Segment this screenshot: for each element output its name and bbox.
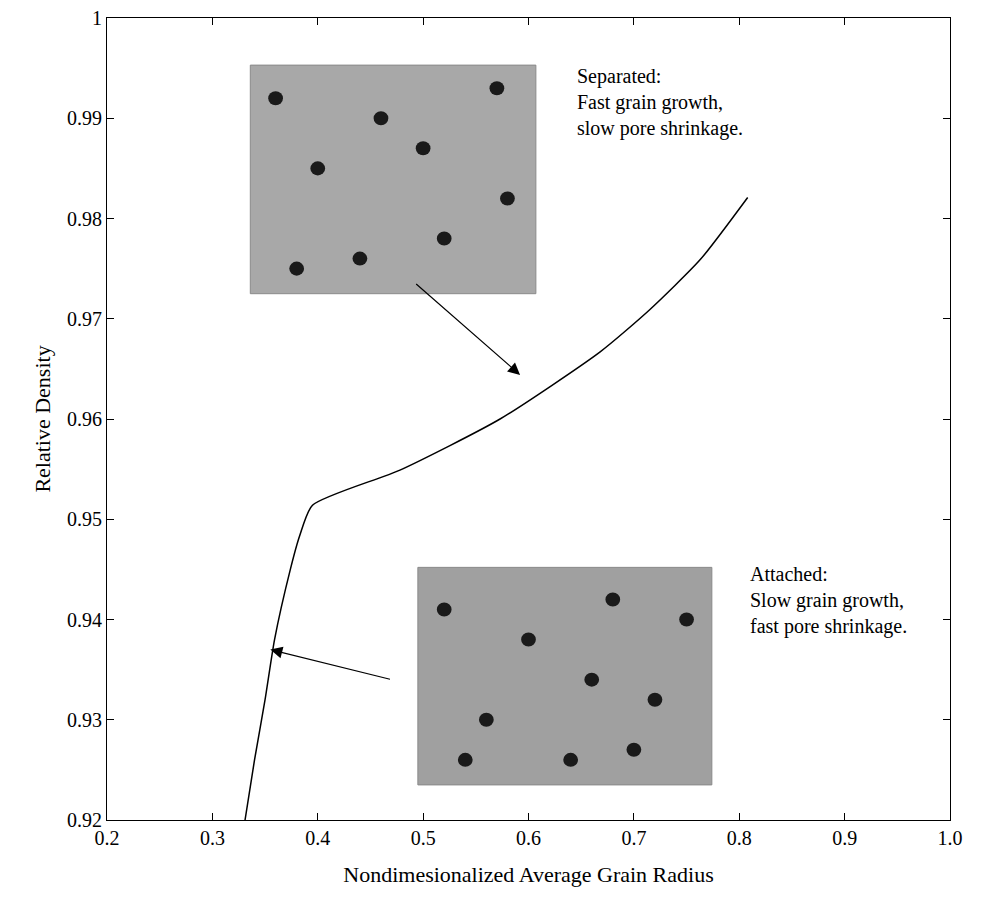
svg-text:0.93: 0.93	[67, 709, 102, 731]
svg-text:1: 1	[92, 7, 102, 29]
svg-text:Nondimesionalized Average Grai: Nondimesionalized Average Grain Radius	[343, 862, 713, 887]
svg-text:Separated:Fast grain growth,sl: Separated:Fast grain growth,slow pore sh…	[577, 65, 743, 140]
svg-text:0.95: 0.95	[67, 508, 102, 530]
svg-text:0.98: 0.98	[67, 208, 102, 230]
svg-text:0.8: 0.8	[727, 827, 752, 849]
svg-text:0.2: 0.2	[95, 827, 120, 849]
svg-text:0.99: 0.99	[67, 107, 102, 129]
svg-text:0.5: 0.5	[411, 827, 436, 849]
svg-text:Relative Density: Relative Density	[30, 345, 55, 492]
svg-text:0.96: 0.96	[67, 408, 102, 430]
svg-text:1.0: 1.0	[938, 827, 963, 849]
svg-text:Attached:Slow grain growth,fas: Attached:Slow grain growth,fast pore shr…	[750, 563, 907, 638]
svg-text:0.7: 0.7	[621, 827, 646, 849]
svg-text:0.9: 0.9	[832, 827, 857, 849]
svg-text:0.97: 0.97	[67, 308, 102, 330]
svg-text:0.4: 0.4	[305, 827, 330, 849]
svg-text:0.92: 0.92	[67, 809, 102, 831]
svg-text:0.3: 0.3	[200, 827, 225, 849]
svg-text:0.94: 0.94	[67, 609, 102, 631]
svg-text:0.6: 0.6	[516, 827, 541, 849]
